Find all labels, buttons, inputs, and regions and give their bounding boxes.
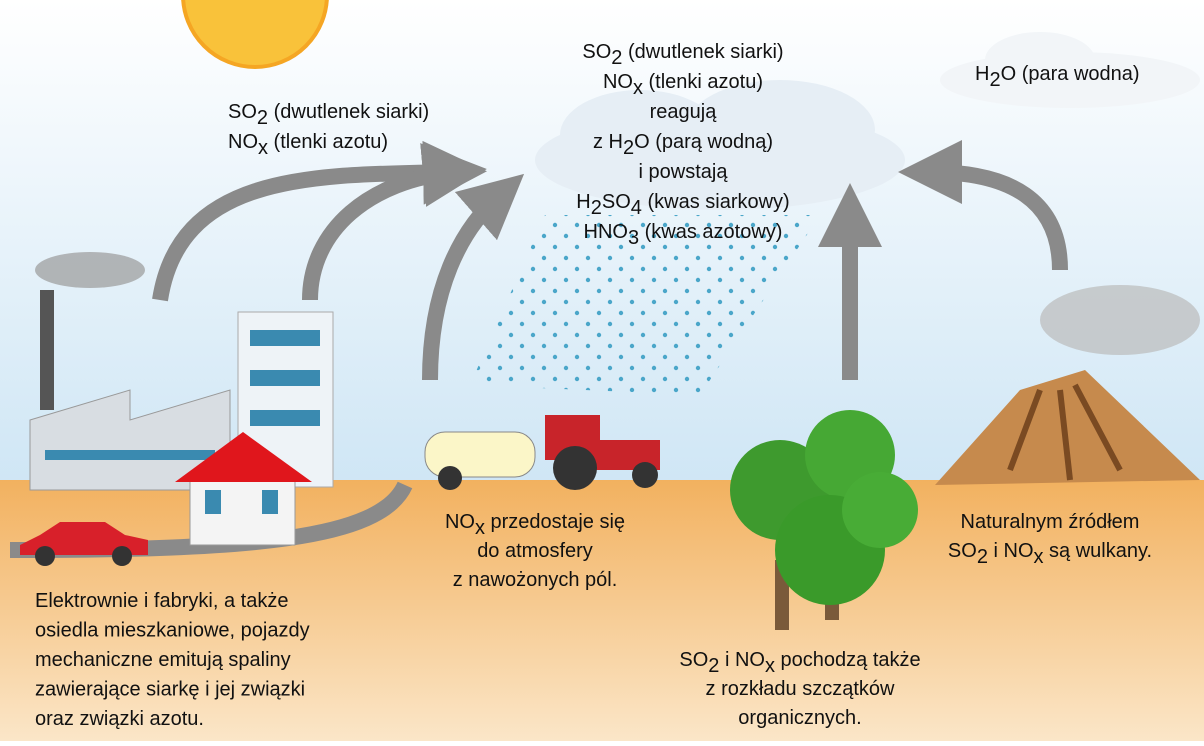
text-part: przedostaje się xyxy=(485,511,625,533)
subscript: 2 xyxy=(257,107,268,129)
text-part: NO xyxy=(445,511,475,533)
text-part: H xyxy=(576,191,590,213)
label-line: reagują xyxy=(650,101,718,123)
text-part: NO xyxy=(603,71,633,93)
label-line: Elektrownie i fabryki, a także xyxy=(35,590,288,612)
diagram: SO2 (dwutlenek siarki)NOx (tlenki azotu)… xyxy=(0,0,1204,741)
text-part: O (parą wodną) xyxy=(634,131,773,153)
subscript: x xyxy=(1034,546,1044,568)
text-part: (tlenki azotu) xyxy=(643,71,763,93)
text-part: zawierające siarkę i jej związki xyxy=(35,679,305,701)
subscript: 4 xyxy=(631,197,642,219)
text-part: (dwutlenek siarki) xyxy=(268,101,429,123)
text-part: oraz związki azotu. xyxy=(35,708,204,730)
label-line: mechaniczne emitują spaliny xyxy=(35,649,291,671)
text-part: SO xyxy=(948,540,977,562)
text-part: osiedla mieszkaniowe, pojazdy xyxy=(35,620,310,642)
subscript: 3 xyxy=(628,227,639,249)
text-part: SO xyxy=(679,649,708,671)
subscript: x xyxy=(633,77,643,99)
label-line: z rozkładu szczątków xyxy=(706,678,896,700)
text-part: Elektrownie i fabryki, a także xyxy=(35,590,288,612)
subscript: x xyxy=(765,655,775,677)
text-part: mechaniczne emitują spaliny xyxy=(35,649,291,671)
text-part: SO xyxy=(582,41,611,63)
text-part: O (para wodna) xyxy=(1001,63,1140,85)
subscript: 2 xyxy=(989,69,1000,91)
text-part: NO xyxy=(228,131,258,153)
subscript: x xyxy=(258,137,268,159)
label-line: i powstają xyxy=(639,161,729,183)
text-part: SO xyxy=(602,191,631,213)
label-line: do atmosfery xyxy=(477,540,593,562)
text-part: i NO xyxy=(719,649,765,671)
subscript: 2 xyxy=(611,47,622,69)
label-line: z nawożonych pól. xyxy=(453,569,618,591)
subscript: 2 xyxy=(591,197,602,219)
text-part: z nawożonych pól. xyxy=(453,569,618,591)
text-part: i NO xyxy=(988,540,1034,562)
text-part: HNO xyxy=(584,221,628,243)
subscript: 2 xyxy=(623,137,634,159)
text-part: z rozkładu szczątków xyxy=(706,678,896,700)
label-line: zawierające siarkę i jej związki xyxy=(35,679,305,701)
text-part: z H xyxy=(593,131,623,153)
text-part: Naturalnym źródłem xyxy=(961,511,1140,533)
text-part: (kwas azotowy) xyxy=(639,221,782,243)
text-part: reagują xyxy=(650,101,718,123)
label-line: osiedla mieszkaniowe, pojazdy xyxy=(35,620,310,642)
text-part: (dwutlenek siarki) xyxy=(622,41,783,63)
text-part: SO xyxy=(228,101,257,123)
text-part: pochodzą także xyxy=(775,649,921,671)
text-part: organicznych. xyxy=(738,707,861,729)
text-part: H xyxy=(975,63,989,85)
subscript: 2 xyxy=(708,655,719,677)
text-part: i powstają xyxy=(639,161,729,183)
text-part: (tlenki azotu) xyxy=(268,131,388,153)
text-part: są wulkany. xyxy=(1044,540,1153,562)
label-line: Naturalnym źródłem xyxy=(961,511,1140,533)
label-line: organicznych. xyxy=(738,707,861,729)
text-part: do atmosfery xyxy=(477,540,593,562)
text-part: (kwas siarkowy) xyxy=(642,191,790,213)
label-line: oraz związki azotu. xyxy=(35,708,204,730)
subscript: x xyxy=(475,517,485,539)
subscript: 2 xyxy=(977,546,988,568)
